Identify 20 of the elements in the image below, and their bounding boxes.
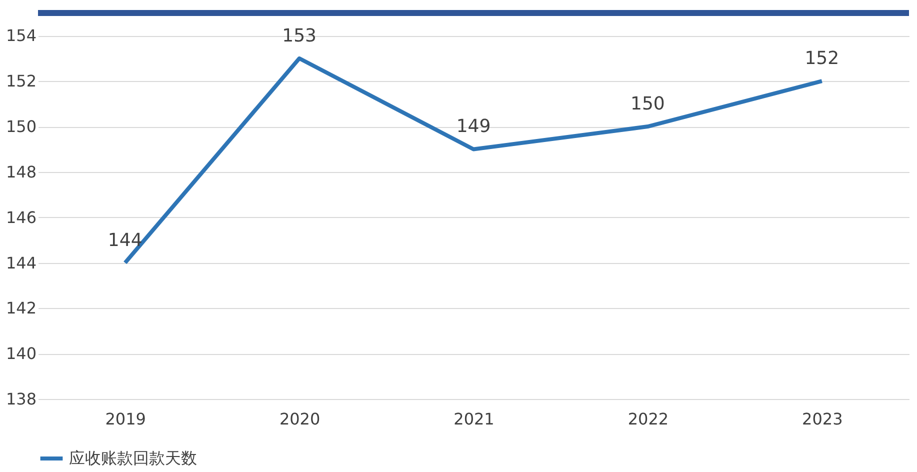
- y-tick-label: 152: [6, 72, 36, 91]
- y-tick-label: 154: [6, 26, 36, 46]
- data-label: 152: [804, 48, 840, 70]
- y-tick-label: 144: [6, 253, 36, 272]
- x-tick-label: 2020: [279, 410, 320, 428]
- data-label: 144: [108, 230, 142, 251]
- x-tick-label: 2023: [802, 410, 843, 428]
- x-tick-label: 2021: [454, 410, 494, 428]
- y-tick-label: 142: [6, 298, 36, 318]
- y-tick-label: 146: [6, 208, 36, 227]
- y-tick-label: 140: [6, 344, 36, 364]
- y-tick-label: 138: [6, 390, 36, 408]
- y-tick-label: 148: [6, 162, 36, 182]
- x-tick-label: 2019: [105, 410, 146, 428]
- data-label: 150: [630, 94, 665, 115]
- legend-label: 应收账款回款天数: [69, 448, 197, 468]
- data-label: 153: [282, 25, 316, 46]
- data-label: 149: [456, 116, 491, 138]
- x-tick-label: 2022: [628, 410, 669, 428]
- y-tick-label: 150: [6, 117, 36, 136]
